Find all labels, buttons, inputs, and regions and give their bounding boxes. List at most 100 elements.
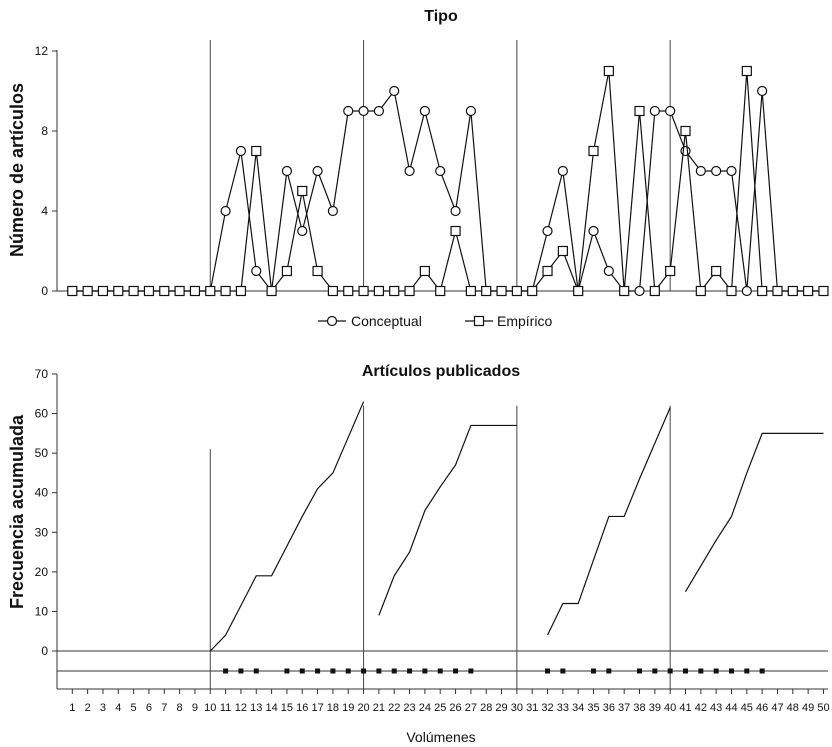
series-empirico-point <box>251 145 262 157</box>
x-tick-label: 46 <box>756 702 768 714</box>
series-empirico-point <box>787 285 798 297</box>
chart-publicados-period-dividers <box>209 405 671 689</box>
series-conceptual-point <box>711 165 722 177</box>
series-empirico-point <box>419 265 430 277</box>
event-mark <box>728 668 734 674</box>
y-tick-label: 0 <box>41 284 48 298</box>
x-tick-label: 30 <box>511 702 523 714</box>
series-empirico-point <box>327 285 339 297</box>
x-tick-label: 47 <box>771 702 783 714</box>
x-tick-label: 19 <box>342 702 354 714</box>
series-empirico-point <box>143 285 155 297</box>
event-mark <box>606 668 612 674</box>
chart-publicados-y-ticks: 0 10 20 30 40 50 60 70 <box>35 367 57 658</box>
series-conceptual-point <box>419 105 430 117</box>
series-empirico-point <box>803 285 814 297</box>
series-empirico-point <box>465 285 476 297</box>
y-tick-label: 8 <box>41 124 48 138</box>
legend-empirico-marker <box>473 315 485 327</box>
chart-publicados-xlabel: Volúmenes <box>406 729 475 745</box>
series-empirico-point <box>174 285 185 297</box>
x-tick-label: 41 <box>679 702 691 714</box>
cumulative-line-period-1 <box>209 401 365 652</box>
x-tick-label: 24 <box>419 702 431 714</box>
x-tick-label: 42 <box>695 702 707 714</box>
series-conceptual-point <box>373 105 384 117</box>
chart-tipo-series <box>67 65 829 297</box>
chart-publicados-series <box>209 401 824 652</box>
series-empirico-point <box>619 285 630 297</box>
x-tick-label: 45 <box>741 702 753 714</box>
chart-publicados-x-ticks: 1 2 3 4 5 6 7 8 9 10 11 12 13 14 15 16 17 18 19 20 21 22 23 24 2… <box>69 689 830 714</box>
y-tick-label: 30 <box>35 525 49 539</box>
series-empirico-point <box>649 285 660 297</box>
series-empirico-point <box>573 285 584 297</box>
event-mark <box>468 668 474 674</box>
series-conceptual-point <box>757 85 768 97</box>
x-tick-label: 43 <box>710 702 722 714</box>
x-tick-label: 50 <box>817 702 829 714</box>
series-empirico-point <box>511 285 522 297</box>
event-mark <box>361 668 367 674</box>
series-empirico-point <box>818 285 829 297</box>
series-empirico-point <box>235 285 247 297</box>
event-mark <box>453 668 459 674</box>
series-empirico-point <box>220 285 231 297</box>
x-tick-label: 7 <box>161 702 167 714</box>
series-empirico-line <box>72 70 824 293</box>
series-conceptual-point <box>251 265 262 277</box>
x-tick-label: 38 <box>633 702 645 714</box>
x-tick-label: 11 <box>220 702 231 714</box>
y-tick-label: 20 <box>35 565 49 579</box>
series-empirico-point <box>205 285 216 297</box>
series-conceptual-point <box>343 105 354 117</box>
event-mark <box>744 668 750 674</box>
series-conceptual-point <box>542 225 553 237</box>
series-empirico-point <box>680 125 691 137</box>
series-conceptual-point <box>235 145 247 157</box>
x-tick-label: 29 <box>495 702 507 714</box>
series-empirico-point <box>450 225 461 237</box>
series-empirico-point <box>373 285 384 297</box>
series-empirico-point <box>358 285 369 297</box>
chart-tipo-y-ticks: 0 4 8 12 <box>35 44 57 298</box>
series-empirico-point <box>281 265 293 277</box>
event-mark <box>759 668 765 674</box>
y-tick-label: 50 <box>35 446 49 460</box>
event-mark <box>683 668 688 674</box>
series-empirico-point <box>435 285 446 297</box>
series-empirico-point <box>542 265 553 277</box>
y-tick-label: 4 <box>41 204 48 218</box>
series-conceptual-point <box>281 165 293 177</box>
series-conceptual-point <box>220 205 231 217</box>
event-mark <box>545 668 551 674</box>
series-conceptual-point <box>404 165 415 177</box>
y-tick-label: 0 <box>41 644 48 658</box>
chart-publicados-title: Artículos publicados <box>362 363 520 380</box>
event-mark <box>667 668 673 674</box>
series-empirico-point <box>772 285 783 297</box>
series-conceptual-point <box>588 225 599 237</box>
x-tick-label: 48 <box>787 702 799 714</box>
event-mark <box>713 668 719 674</box>
x-tick-label: 1 <box>69 702 75 714</box>
chart-tipo-ylabel: Número de artículos <box>7 83 27 257</box>
x-tick-label: 31 <box>526 702 538 714</box>
chart-tipo-legend: Conceptual Empírico <box>318 313 552 329</box>
x-tick-label: 23 <box>403 702 415 714</box>
x-tick-label: 35 <box>587 702 599 714</box>
x-tick-label: 22 <box>388 702 400 714</box>
x-tick-label: 14 <box>265 702 277 714</box>
series-empirico-point <box>404 285 415 297</box>
x-tick-label: 37 <box>618 702 630 714</box>
event-mark <box>437 668 443 674</box>
series-empirico-point <box>97 285 109 297</box>
event-mark <box>315 668 321 674</box>
chart-publicados: Artículos publicados Frecuencia acumulad… <box>7 363 830 745</box>
series-conceptual-point <box>358 105 369 117</box>
cumulative-line-period-2 <box>378 424 517 616</box>
series-empirico-point <box>757 285 768 297</box>
series-empirico-point <box>634 105 645 117</box>
y-tick-label: 60 <box>35 407 49 421</box>
series-empirico-point <box>711 265 722 277</box>
